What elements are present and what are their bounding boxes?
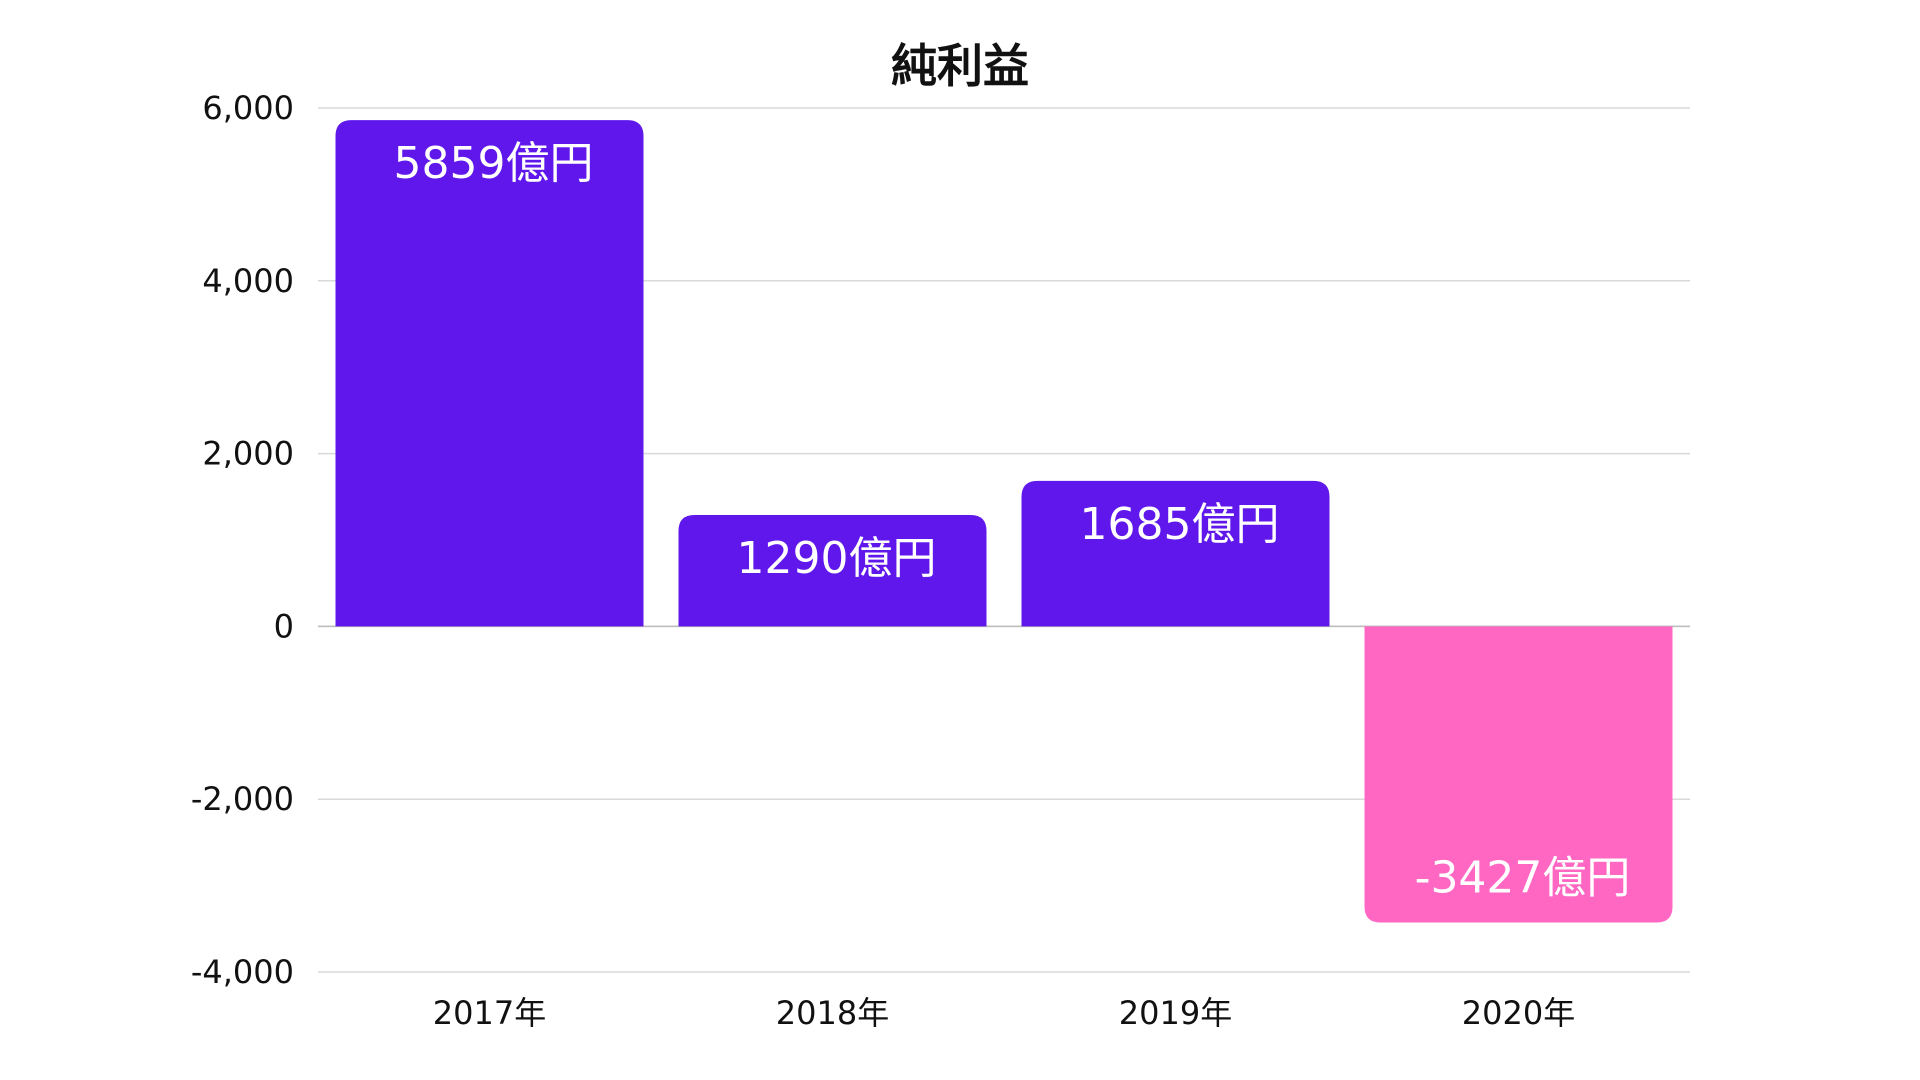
data-label: -3427億円 [1415, 852, 1631, 903]
data-labels: 5859億円 1290億円 1685億円 -3427億円 [394, 138, 1631, 903]
x-tick-label: 2019年 [1119, 994, 1232, 1032]
y-tick-label: 0 [274, 607, 294, 645]
y-axis-ticks: 6,000 4,000 2,000 0 -2,000 -4,000 [191, 89, 294, 991]
data-label: 5859億円 [394, 138, 594, 189]
x-axis-ticks: 2017年 2018年 2019年 2020年 [433, 994, 1575, 1032]
bar-2018年 [678, 514, 987, 627]
y-tick-label: 4,000 [202, 262, 294, 300]
data-label: 1685億円 [1080, 499, 1280, 550]
y-tick-label: -2,000 [191, 780, 294, 818]
y-tick-label: 2,000 [202, 435, 294, 473]
y-tick-label: -4,000 [191, 953, 294, 991]
y-tick-label: 6,000 [202, 89, 294, 127]
chart-title: 純利益 [891, 39, 1029, 93]
data-label: 1290億円 [737, 533, 937, 584]
bars [335, 120, 1673, 923]
x-tick-label: 2017年 [433, 994, 546, 1032]
x-tick-label: 2020年 [1462, 994, 1575, 1032]
x-tick-label: 2018年 [776, 994, 889, 1032]
bar-2019年 [1021, 480, 1330, 627]
bar-2017年 [335, 120, 644, 627]
bar-2020年 [1364, 626, 1673, 923]
